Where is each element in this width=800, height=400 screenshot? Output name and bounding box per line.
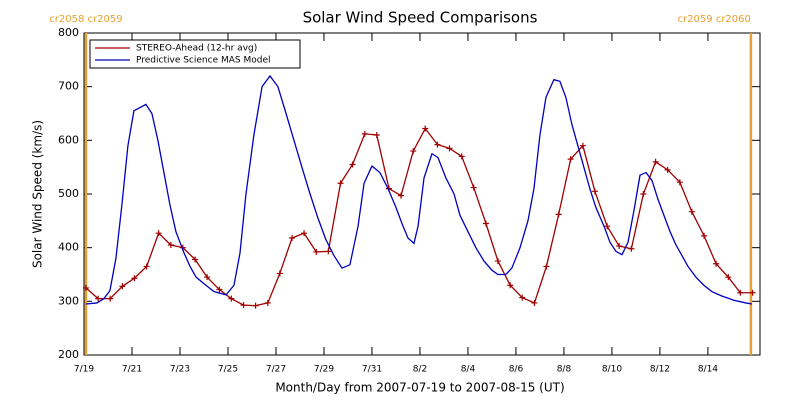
point-marker [640, 191, 647, 197]
series-line [85, 127, 753, 307]
x-tick-label: 8/10 [602, 365, 622, 375]
x-tick-label: 8/8 [557, 365, 572, 375]
y-tick-label: 200 [58, 348, 79, 361]
y-tick-label: 500 [58, 187, 79, 200]
series-line [85, 74, 752, 305]
point-marker [301, 230, 308, 237]
y-tick-label: 600 [58, 133, 79, 146]
y-tick-label: 700 [58, 80, 79, 93]
point-marker [458, 153, 465, 160]
point-marker [216, 286, 223, 293]
point-marker [228, 295, 235, 302]
point-marker [373, 131, 380, 138]
point-marker [749, 289, 756, 296]
point-marker [604, 223, 611, 230]
point-marker [701, 232, 708, 239]
point-marker [398, 192, 405, 199]
x-axis-label: Month/Day from 2007-07-19 to 2007-08-15 … [275, 381, 564, 395]
point-marker [361, 130, 368, 137]
point-marker [664, 166, 671, 173]
y-tick-label: 800 [58, 26, 79, 39]
point-marker [628, 245, 635, 252]
point-marker [240, 302, 247, 309]
point-marker [119, 283, 126, 290]
point-marker [725, 274, 732, 281]
point-marker [579, 142, 586, 149]
point-marker [616, 243, 623, 250]
point-marker [482, 220, 489, 227]
point-marker [252, 302, 259, 309]
x-tick-label: 7/23 [170, 365, 190, 375]
point-marker [543, 263, 550, 270]
point-marker [555, 211, 562, 218]
carrington-label: cr2059 cr2060 [678, 14, 751, 25]
point-marker [494, 258, 501, 265]
point-marker [337, 180, 344, 187]
point-marker [422, 125, 429, 132]
x-tick-label: 7/27 [266, 365, 286, 375]
x-tick-label: 7/29 [314, 365, 334, 375]
point-marker [192, 256, 199, 263]
point-marker [313, 248, 320, 255]
point-marker [95, 295, 102, 302]
x-tick-label: 8/4 [461, 365, 476, 375]
point-marker [264, 299, 271, 306]
point-marker [567, 156, 574, 163]
point-marker [204, 274, 211, 281]
point-marker [446, 145, 453, 152]
point-marker [107, 295, 114, 302]
point-marker [155, 230, 162, 237]
x-tick-label: 8/14 [698, 365, 718, 375]
point-marker [591, 188, 598, 195]
point-marker [349, 161, 356, 168]
legend-box [89, 39, 301, 69]
point-marker [289, 235, 296, 242]
x-tick-label: 7/31 [362, 365, 382, 375]
point-marker [131, 275, 138, 282]
x-tick-label: 7/21 [122, 365, 142, 375]
chart-title: Solar Wind Speed Comparisons [303, 9, 538, 27]
y-tick-label: 300 [58, 294, 79, 307]
point-marker [410, 148, 417, 155]
point-marker [325, 248, 332, 255]
x-tick-label: 7/19 [74, 365, 94, 375]
y-tick-label: 400 [58, 241, 79, 254]
point-marker [676, 179, 683, 186]
point-marker [507, 282, 514, 289]
carrington-label: cr2058 cr2059 [49, 14, 122, 25]
x-tick-label: 8/2 [413, 365, 427, 375]
point-marker [519, 294, 526, 301]
y-axis-label: Solar Wind Speed (km/s) [31, 120, 45, 268]
x-tick-label: 8/12 [650, 365, 670, 375]
x-tick-label: 8/6 [509, 365, 524, 375]
point-marker [531, 299, 538, 306]
point-marker [470, 184, 477, 191]
x-tick-label: 7/25 [218, 365, 238, 375]
point-marker [276, 270, 283, 277]
point-marker [143, 263, 150, 270]
point-marker [434, 141, 441, 148]
point-marker [713, 260, 720, 267]
point-marker [167, 241, 174, 248]
point-marker [737, 289, 744, 296]
point-marker [688, 208, 695, 215]
point-marker [652, 158, 659, 165]
legend-label: STEREO-Ahead (12-hr avg) [136, 44, 257, 54]
point-marker [82, 284, 89, 291]
legend-label: Predictive Science MAS Model [136, 56, 271, 66]
